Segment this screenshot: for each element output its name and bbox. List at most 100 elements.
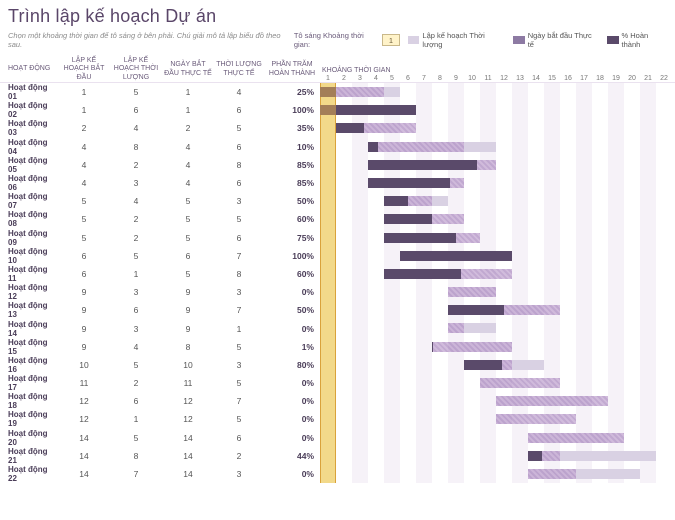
chart-side: KHOẢNG THỜI GIAN 12345678910111213141516… [320, 57, 675, 483]
actual-dur-cell: 3 [214, 287, 264, 297]
activity-label: Hoạt động 10 [0, 247, 58, 265]
gantt-row [320, 247, 675, 265]
actual-dur-cell: 5 [214, 123, 264, 133]
period-head: 16 [560, 75, 576, 82]
plan-dur-cell: 6 [110, 105, 162, 115]
plan-dur-cell: 2 [110, 233, 162, 243]
actual-bar [528, 433, 624, 443]
period-head: 12 [496, 75, 512, 82]
chart-rows [320, 83, 675, 483]
period-head: 20 [624, 75, 640, 82]
table-row: Hoạt động 1493910% [0, 319, 320, 337]
table-row: Hoạt động 181261270% [0, 392, 320, 410]
done-bar [528, 451, 542, 461]
period-head: 21 [640, 75, 656, 82]
activity-label: Hoạt động 17 [0, 374, 58, 392]
plan-dur-cell: 2 [110, 214, 162, 224]
plan-dur-cell: 3 [110, 324, 162, 334]
actual-dur-cell: 3 [214, 196, 264, 206]
period-head: 1 [320, 75, 336, 82]
pct-cell: 75% [264, 233, 320, 243]
plan-dur-cell: 2 [110, 160, 162, 170]
table-row: Hoạt động 11615860% [0, 265, 320, 283]
done-bar [400, 251, 512, 261]
activity-label: Hoạt động 15 [0, 338, 58, 356]
actual-dur-cell: 5 [214, 414, 264, 424]
done-bar [384, 233, 456, 243]
table-row: Hoạt động 1610510380% [0, 356, 320, 374]
actual-start-cell: 12 [162, 396, 214, 406]
table-row: Hoạt động 171121150% [0, 374, 320, 392]
actual-dur-cell: 5 [214, 342, 264, 352]
plan-dur-cell: 2 [110, 378, 162, 388]
period-head: 17 [576, 75, 592, 82]
chart-periods-label: KHOẢNG THỜI GIAN [320, 67, 675, 75]
table-row: Hoạt động 021616100% [0, 101, 320, 119]
actual-dur-cell: 6 [214, 233, 264, 243]
actual-bar [496, 414, 576, 424]
swatch-actual [513, 36, 524, 44]
gantt-row [320, 410, 675, 428]
plan-start-cell: 9 [58, 287, 110, 297]
actual-start-cell: 9 [162, 305, 214, 315]
plan-start-cell: 14 [58, 433, 110, 443]
plan-start-cell: 14 [58, 469, 110, 479]
actual-dur-cell: 5 [214, 214, 264, 224]
activity-label: Hoạt động 09 [0, 229, 58, 247]
activity-label: Hoạt động 01 [0, 83, 58, 101]
col-plan-start: LẬP KẾ HOẠCH BẮT ĐẦU [58, 57, 110, 81]
actual-dur-cell: 8 [214, 160, 264, 170]
plan-start-cell: 12 [58, 414, 110, 424]
highlight-period-input[interactable] [382, 34, 400, 46]
plan-start-cell: 5 [58, 196, 110, 206]
done-bar [368, 178, 450, 188]
gantt-row [320, 229, 675, 247]
plan-start-cell: 2 [58, 123, 110, 133]
gantt-row [320, 429, 675, 447]
plan-start-cell: 10 [58, 360, 110, 370]
activity-label: Hoạt động 19 [0, 410, 58, 428]
actual-dur-cell: 8 [214, 269, 264, 279]
activity-label: Hoạt động 03 [0, 119, 58, 137]
table-body: Hoạt động 01151425%Hoạt động 021616100%H… [0, 83, 320, 483]
col-actual-dur: THỜI LƯỢNG THỰC TẾ [214, 61, 264, 77]
plan-dur-cell: 8 [110, 451, 162, 461]
plan-start-cell: 6 [58, 269, 110, 279]
highlight-control: Tô sáng Khoảng thời gian: [294, 31, 400, 49]
activity-label: Hoạt động 12 [0, 283, 58, 301]
actual-start-cell: 1 [162, 105, 214, 115]
col-pct: PHẦN TRĂM HOÀN THÀNH [264, 61, 320, 77]
pct-cell: 85% [264, 160, 320, 170]
activity-label: Hoạt động 20 [0, 429, 58, 447]
content: HOẠT ĐỘNG LẬP KẾ HOẠCH BẮT ĐẦU LẬP KẾ HO… [0, 57, 675, 483]
table-row: Hoạt động 07545350% [0, 192, 320, 210]
plan-start-cell: 9 [58, 342, 110, 352]
done-bar [432, 342, 433, 352]
plan-start-cell: 4 [58, 142, 110, 152]
actual-dur-cell: 5 [214, 378, 264, 388]
done-bar [368, 160, 477, 170]
actual-bar [368, 142, 464, 152]
actual-start-cell: 8 [162, 342, 214, 352]
legend-done-label: % Hoàn thành [622, 31, 667, 49]
actual-dur-cell: 1 [214, 324, 264, 334]
plan-dur-cell: 7 [110, 469, 162, 479]
plan-dur-cell: 6 [110, 305, 162, 315]
actual-bar [496, 396, 608, 406]
activity-label: Hoạt động 06 [0, 174, 58, 192]
legend-plan-label: Lập kế hoạch Thời lượng [422, 31, 503, 49]
plan-dur-cell: 5 [110, 433, 162, 443]
plan-dur-cell: 3 [110, 178, 162, 188]
gantt-row [320, 83, 675, 101]
legend: Lập kế hoạch Thời lượng Ngày bắt đầu Thự… [408, 31, 667, 49]
period-head: 5 [384, 75, 400, 82]
gantt-row [320, 301, 675, 319]
actual-start-cell: 5 [162, 233, 214, 243]
actual-dur-cell: 6 [214, 105, 264, 115]
gantt-row [320, 374, 675, 392]
activity-label: Hoạt động 16 [0, 356, 58, 374]
pct-cell: 0% [264, 378, 320, 388]
activity-label: Hoạt động 11 [0, 265, 58, 283]
activity-label: Hoạt động 07 [0, 192, 58, 210]
plan-dur-cell: 1 [110, 414, 162, 424]
